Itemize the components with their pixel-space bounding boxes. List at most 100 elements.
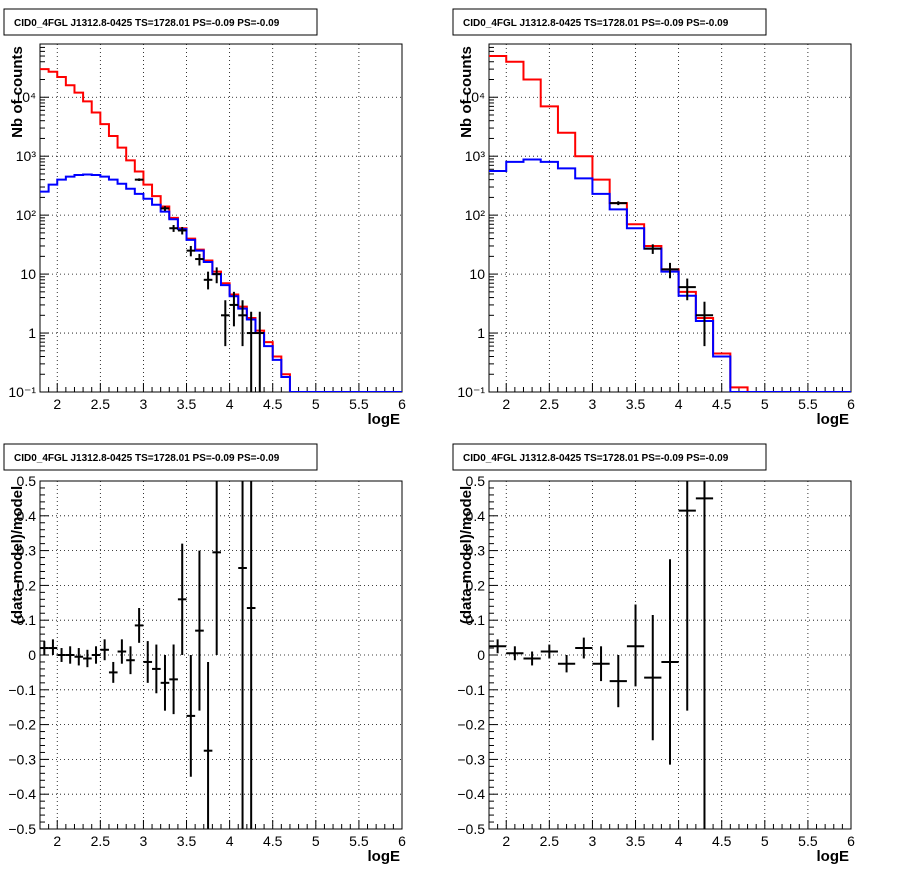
panel-1-ylabel: Nb of counts <box>458 46 475 138</box>
panel-0-xlabel: logE <box>368 411 401 428</box>
x-tick-label: 3 <box>589 396 597 412</box>
data-point <box>506 646 524 661</box>
panel-3-title-box <box>452 443 767 471</box>
data-point <box>57 648 66 662</box>
data-point <box>134 608 144 643</box>
y-tick-label: 10² <box>465 207 486 223</box>
y-tick-label: 0.4 <box>466 508 486 524</box>
data-point <box>221 300 230 347</box>
x-tick-label: 4 <box>226 833 234 849</box>
panel-1-series-2 <box>609 201 714 347</box>
panel-2-series-0 <box>40 481 256 829</box>
x-tick-label: 5 <box>761 833 769 849</box>
panel-3-plot: 2 2.5 3 3.5 4 4.5 5 5.5 6 −0.5 −0.4 −0.3 −0.2 −0.1 0 0.… <box>457 473 855 849</box>
x-tick-label: 4 <box>675 833 683 849</box>
data-point <box>661 262 679 279</box>
x-tick-label: 5 <box>312 396 320 412</box>
x-tick-label: 3 <box>140 833 148 849</box>
panel-0-ylabel: Nb of counts <box>9 46 26 138</box>
panel-3-ticks: 2 2.5 3 3.5 4 4.5 5 5.5 6 −0.5 −0.4 −0.3 −0.2 −0.1 0 0.… <box>457 473 855 849</box>
x-tick-label: 2 <box>502 833 510 849</box>
panel-1: CID0_4FGL J1312.8-0425 TS=1728.01 PS=-0.… <box>452 8 855 428</box>
y-tick-label: 0.2 <box>466 577 486 593</box>
y-tick-label: 0.5 <box>17 473 37 489</box>
panel-0: CID0_4FGL J1312.8-0425 TS=1728.01 PS=-0.… <box>3 8 406 428</box>
x-tick-label: 4.5 <box>712 833 732 849</box>
panel-3-xlabel: logE <box>817 848 850 865</box>
panel-1-title-box <box>452 8 767 36</box>
x-tick-label: 3.5 <box>626 396 646 412</box>
data-point <box>108 661 118 683</box>
data-point <box>40 641 49 655</box>
y-tick-label: −0.5 <box>8 821 36 837</box>
x-tick-label: 5.5 <box>349 833 369 849</box>
panel-1-title: CID0_4FGL J1312.8-0425 TS=1728.01 PS=-0.… <box>463 18 729 29</box>
data-point <box>152 644 161 694</box>
y-tick-label: −0.4 <box>457 786 485 802</box>
x-tick-label: 5 <box>761 396 769 412</box>
data-point <box>100 639 109 661</box>
data-point <box>238 481 247 829</box>
data-point <box>134 178 144 181</box>
x-tick-label: 3.5 <box>177 396 197 412</box>
data-point <box>695 301 714 347</box>
y-tick-label: 1 <box>477 325 485 341</box>
data-point <box>557 655 576 673</box>
panel-3-ylabel: (data-model)/model <box>458 486 475 624</box>
data-point <box>540 644 558 659</box>
data-point <box>609 655 627 708</box>
y-tick-label: 0 <box>28 647 36 663</box>
panel-0-ticks: 2 2.5 3 3.5 4 4.5 5 5.5 6 10⁻¹ 1 10 10² 10³ 10⁴ <box>8 43 406 412</box>
panel-1-xlabel: logE <box>817 411 850 428</box>
data-point <box>177 226 187 235</box>
data-point <box>678 481 696 711</box>
x-tick-label: 3 <box>140 396 148 412</box>
data-point <box>195 550 204 711</box>
y-tick-label: 10⁻¹ <box>8 384 36 400</box>
y-tick-label: −0.1 <box>8 682 36 698</box>
data-point <box>644 614 662 741</box>
x-tick-label: 6 <box>847 396 855 412</box>
panel-1-plot: 2 2.5 3 3.5 4 4.5 5 5.5 6 10⁻¹ 1 10 10² 10³ 10⁴ <box>457 43 855 412</box>
panel-2: CID0_4FGL J1312.8-0425 TS=1728.01 PS=-0.… <box>3 443 406 865</box>
x-tick-label: 2.5 <box>540 833 560 849</box>
model-source-step-line <box>40 173 402 392</box>
x-tick-label: 6 <box>847 833 855 849</box>
data-point <box>203 661 213 829</box>
x-tick-label: 4 <box>675 396 683 412</box>
panel-2-plot: 2 2.5 3 3.5 4 4.5 5 5.5 6 −0.5 −0.4 −0.3 −0.2 −0.1 0 0.… <box>8 473 406 849</box>
data-point <box>246 481 256 829</box>
y-tick-label: 0.1 <box>17 612 37 628</box>
data-point <box>212 267 221 284</box>
data-point <box>523 651 541 666</box>
y-tick-label: 10³ <box>465 148 486 164</box>
x-tick-label: 2.5 <box>91 396 111 412</box>
panel-0-title-box <box>3 8 318 36</box>
x-tick-label: 2 <box>502 396 510 412</box>
data-point <box>575 637 593 659</box>
data-point <box>229 291 239 327</box>
x-tick-label: 4.5 <box>263 396 283 412</box>
data-point <box>678 278 696 301</box>
data-point <box>48 639 58 655</box>
x-tick-label: 2 <box>53 396 61 412</box>
x-tick-label: 3.5 <box>177 833 197 849</box>
y-tick-label: −0.2 <box>457 717 485 733</box>
y-tick-label: 10⁴ <box>463 89 485 105</box>
x-tick-label: 3 <box>589 833 597 849</box>
x-tick-label: 5 <box>312 833 320 849</box>
data-point <box>83 649 92 668</box>
data-point <box>91 646 101 664</box>
y-tick-label: 10 <box>20 266 36 282</box>
panel-3-title: CID0_4FGL J1312.8-0425 TS=1728.01 PS=-0.… <box>463 453 729 464</box>
x-tick-label: 6 <box>398 833 406 849</box>
y-tick-label: 0.4 <box>17 508 37 524</box>
data-point <box>160 655 170 711</box>
y-tick-label: 10² <box>16 207 37 223</box>
y-tick-label: −0.1 <box>457 682 485 698</box>
x-tick-label: 4 <box>226 396 234 412</box>
panel-2-title: CID0_4FGL J1312.8-0425 TS=1728.01 PS=-0.… <box>14 453 280 464</box>
panel-2-title-box <box>3 443 318 471</box>
data-point <box>609 201 627 206</box>
y-tick-label: −0.5 <box>457 821 485 837</box>
